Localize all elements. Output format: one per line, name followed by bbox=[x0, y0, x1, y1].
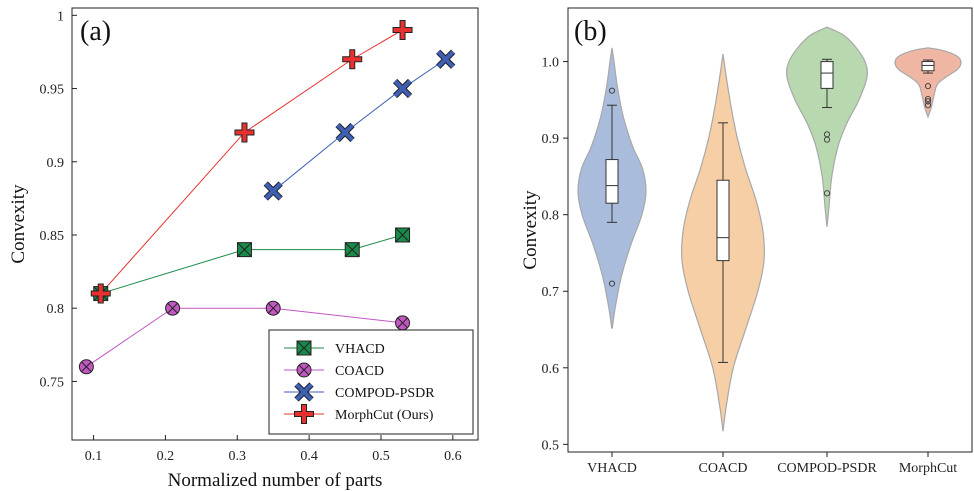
panel-label-b: (b) bbox=[574, 16, 607, 47]
data-point-compod-psdr bbox=[392, 78, 413, 99]
violin-coacd bbox=[681, 53, 765, 432]
box-iqr bbox=[605, 159, 619, 204]
legend-label: COMPOD-PSDR bbox=[335, 386, 435, 401]
marker-cross-lines bbox=[298, 364, 310, 376]
x-tick-label: 0.4 bbox=[300, 449, 318, 464]
legend-label: COACD bbox=[335, 364, 384, 379]
data-point-vhacd bbox=[395, 227, 411, 243]
series-line-morphcut-ours- bbox=[100, 29, 403, 294]
x-marker bbox=[436, 50, 455, 69]
data-point-morphcut-ours- bbox=[342, 49, 363, 70]
y-tick-label: 0.8 bbox=[542, 209, 560, 224]
violin-body bbox=[786, 26, 868, 227]
plus-marker bbox=[295, 405, 313, 423]
outlier-point bbox=[924, 102, 932, 109]
legend-marker bbox=[296, 340, 312, 356]
violin-body bbox=[894, 47, 962, 119]
data-point-compod-psdr bbox=[335, 122, 355, 143]
y-tick-label: 0.8 bbox=[47, 302, 65, 317]
legend-label: VHACD bbox=[335, 342, 385, 357]
data-point-coacd bbox=[165, 300, 181, 316]
outlier-point bbox=[823, 190, 831, 197]
box-iqr bbox=[820, 61, 834, 89]
series-line-compod-psdr bbox=[272, 58, 446, 192]
legend-label: MorphCut (Ours) bbox=[335, 408, 434, 423]
y-axis-title: Convexity bbox=[520, 190, 541, 270]
marker-cross-lines bbox=[81, 361, 92, 373]
marker-cross-lines bbox=[167, 302, 178, 314]
x-category-label: COMPOD-PSDR bbox=[777, 461, 877, 476]
legend-marker bbox=[294, 404, 314, 424]
x-axis-title: Normalized number of parts bbox=[168, 470, 383, 491]
outlier-point bbox=[924, 95, 932, 103]
marker-cross-lines bbox=[296, 340, 312, 356]
outlier-point bbox=[608, 280, 616, 287]
plus-marker bbox=[91, 284, 110, 303]
legend-marker bbox=[296, 362, 312, 378]
x-marker bbox=[264, 182, 283, 200]
panel-b-violin-chart: 0.5 0.6 0.7 0.8 0.9 1.0 VHACD COACD COMPOD-PSDR M… bbox=[520, 7, 973, 476]
panel-a-line-chart: 0.1 0.2 0.3 0.4 0.5 0.6 0.75 0.8 0.85 0.9 0.95 1 Nor… bbox=[8, 7, 479, 491]
marker-cross-lines bbox=[395, 227, 410, 243]
marker-cross-lines bbox=[344, 242, 360, 257]
x-marker bbox=[336, 123, 354, 142]
y-tick-label: 0.7 bbox=[542, 285, 560, 300]
box-iqr bbox=[716, 179, 730, 262]
plus-marker bbox=[343, 50, 362, 69]
x-category-label: VHACD bbox=[587, 461, 637, 476]
x-category-label: MorphCut bbox=[899, 461, 957, 476]
y-axis-title: Convexity bbox=[8, 184, 29, 264]
x-tick-label: 0.2 bbox=[157, 449, 175, 464]
data-point-morphcut-ours- bbox=[234, 122, 255, 143]
marker-cross-lines bbox=[267, 302, 279, 314]
violin-compod-psdr bbox=[786, 26, 868, 227]
data-point-coacd bbox=[78, 359, 94, 375]
outlier-point bbox=[924, 82, 932, 90]
y-tick-label: 0.6 bbox=[542, 362, 560, 377]
data-point-compod-psdr bbox=[436, 49, 456, 69]
marker-cross-lines bbox=[397, 317, 408, 329]
legend: VHACD COACD COMPOD-PSDR MorphCut (Ours) bbox=[268, 329, 474, 435]
outlier-point bbox=[924, 98, 932, 105]
x-tick-label: 0.6 bbox=[444, 449, 462, 464]
y-tick-label: 0.9 bbox=[542, 132, 560, 147]
data-point-coacd bbox=[265, 300, 281, 316]
panel-label-a: (a) bbox=[80, 16, 111, 47]
series-line-vhacd bbox=[100, 234, 403, 295]
x-category-label: COACD bbox=[698, 461, 747, 476]
plot-frame-b bbox=[567, 7, 973, 453]
outlier-point bbox=[608, 87, 616, 94]
data-point-compod-psdr bbox=[263, 181, 283, 201]
y-tick-label: 0.75 bbox=[40, 375, 65, 390]
y-tick-label: 0.95 bbox=[40, 83, 65, 98]
data-point-morphcut-ours- bbox=[90, 283, 111, 304]
y-tick-label: 0.5 bbox=[542, 438, 560, 453]
outlier-point bbox=[823, 136, 831, 143]
y-tick-label: 1 bbox=[57, 9, 64, 24]
box-iqr bbox=[921, 61, 935, 72]
plus-marker bbox=[235, 123, 254, 142]
data-point-vhacd bbox=[236, 242, 252, 258]
x-marker bbox=[295, 383, 313, 401]
violin-vhacd bbox=[577, 47, 647, 329]
x-tick-label: 0.5 bbox=[372, 449, 390, 464]
marker-cross-lines bbox=[237, 242, 252, 257]
data-point-coacd bbox=[395, 315, 411, 331]
violin-morphcut bbox=[894, 47, 962, 119]
plot-frame-a bbox=[71, 7, 479, 441]
x-tick-label: 0.3 bbox=[229, 449, 247, 464]
x-tick-label: 0.1 bbox=[85, 449, 103, 464]
legend-marker bbox=[294, 382, 314, 402]
series-line-coacd bbox=[86, 307, 403, 368]
y-tick-label: 1.0 bbox=[542, 56, 560, 71]
y-tick-label: 0.85 bbox=[40, 229, 65, 244]
plus-marker bbox=[393, 20, 412, 39]
data-point-morphcut-ours- bbox=[392, 19, 413, 40]
y-tick-label: 0.9 bbox=[47, 156, 65, 171]
data-point-vhacd bbox=[344, 242, 360, 258]
x-marker bbox=[393, 79, 412, 98]
